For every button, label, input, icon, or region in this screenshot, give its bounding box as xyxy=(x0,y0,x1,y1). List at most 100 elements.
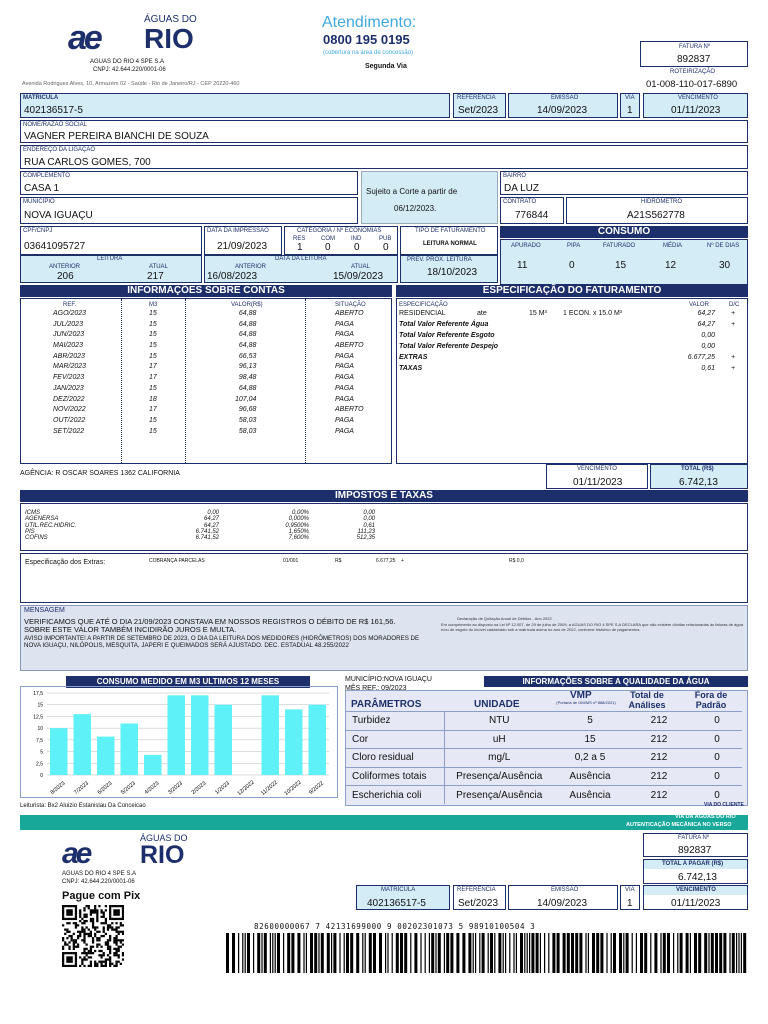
fat-cell xyxy=(731,330,735,341)
total-venc-value: 01/11/2023 xyxy=(573,477,623,488)
faturamento-title: ESPECIFICAÇÃO DO FATURAMENTO xyxy=(396,285,748,297)
chart-x-tick: 6/2023 xyxy=(97,781,114,796)
cell: 6.741,52 xyxy=(195,535,219,542)
impostos-box: ICMS AGENERSA UTIL.REC.HIDRIC. PIS COFINS 0,… xyxy=(20,503,748,551)
contas-cell: 15 xyxy=(149,342,157,350)
corte-notice-line1: Sujeito a Corte a partir de xyxy=(366,187,458,196)
tax-col-name: ICMS AGENERSA UTIL.REC.HIDRIC. PIS COFINS xyxy=(25,510,76,541)
stub-vencimento-box: VENCIMENTO 01/11/2023 xyxy=(643,885,748,910)
contas-col-situacao: ABERTO PAGA PAGA ABERTO PAGA PAGA PAGA PAGA PAGA… xyxy=(335,309,364,437)
quality-cell: Escherichia coli xyxy=(346,785,445,805)
contas-cell: 64,88 xyxy=(238,320,257,328)
fat-valor-label: VALOR xyxy=(689,302,709,308)
endereco-value: RUA CARLOS GOMES, 700 xyxy=(24,157,151,168)
contas-cell: 66,53 xyxy=(238,352,257,360)
stub-emissao-value: 14/09/2023 xyxy=(537,898,588,909)
total-label: TOTAL (R$) xyxy=(681,466,714,472)
quality-row: Escherichia coli Presença/Ausência Ausênci… xyxy=(346,785,742,805)
contas-cell: 107,04 xyxy=(235,395,257,403)
via-value: 1 xyxy=(627,105,633,116)
stub-fatura-value: 892837 xyxy=(678,845,712,856)
fat-ate: ate xyxy=(477,310,487,317)
cell: 111,23 xyxy=(357,528,375,535)
logo-main-text: RIO xyxy=(144,23,194,54)
stub-referencia-box: REFERÊNCIA Set/2023 xyxy=(453,885,506,910)
contas-cell: 15 xyxy=(149,427,157,435)
q-head-fora: Fora de Padrão xyxy=(694,690,728,710)
corte-notice-line2: 06/12/2023. xyxy=(394,204,437,213)
pix-qr-code[interactable] xyxy=(62,905,124,967)
fatura-number: 892837 xyxy=(677,54,711,65)
prev-leitura-label: PREV. PROX. LEITURA xyxy=(407,257,472,263)
quality-cell: 212 xyxy=(626,766,692,786)
agencia: AGÊNCIA: R OSCAR SOARES 1362 CALIFORNIA xyxy=(20,470,180,477)
tax-col-rate: 0,00% 0,000% 0,9500% 1,650% 7,600% xyxy=(271,510,309,541)
quality-cell: 0 xyxy=(692,711,742,731)
mensagem-line1: VERIFICAMOS QUE ATÉ O DIA 21/09/2023 CON… xyxy=(24,617,396,626)
contas-cell: DEZ/2022 xyxy=(53,395,85,403)
quality-cell: 0 xyxy=(692,785,742,805)
contas-cell: PAGA xyxy=(335,384,354,392)
matricula-label: MATRICULA xyxy=(23,95,59,101)
quality-cell: 212 xyxy=(626,711,692,731)
contas-cell: FEV/2023 xyxy=(53,374,85,382)
leitura-atual-label: ATUAL xyxy=(149,264,168,270)
contas-cell: 58,03 xyxy=(238,427,257,435)
leitura-box: LEITURA ANTERIOR ATUAL 206 217 xyxy=(20,255,202,283)
extras-label: Especificação dos Extras: xyxy=(25,559,106,566)
cell: 7,600% xyxy=(288,535,309,542)
chart-x-tick: 12/2022 xyxy=(237,780,256,797)
complemento-value: CASA 1 xyxy=(24,183,60,194)
contas-cell: 17 xyxy=(149,406,157,414)
pix-label: Pague com Pix xyxy=(62,890,141,902)
cell: 512,35 xyxy=(356,535,375,542)
stub-vencimento-label: VENCIMENTO xyxy=(676,887,716,893)
quality-cell: NTU xyxy=(444,711,554,731)
contas-cell: 15 xyxy=(149,416,157,424)
stub-vencimento-value: 01/11/2023 xyxy=(671,898,721,909)
fat-col-valor: 64,27 64,27 0,00 0,00 6.677,25 0,61 xyxy=(647,308,715,374)
chart-y-tick: 12,5 xyxy=(33,714,43,720)
data-anterior-label: ANTERIOR xyxy=(235,264,267,270)
chart-bar xyxy=(144,754,162,775)
chart-bar xyxy=(214,704,232,775)
chart-y-tick: 2,5 xyxy=(36,761,43,767)
quality-cell: uH xyxy=(444,729,554,749)
cpf-box: CPF/CNPJ 03641095727 xyxy=(20,226,202,255)
cell: 6.741,52 xyxy=(195,528,219,535)
cat-val-com: 0 xyxy=(325,242,331,253)
contas-cell: 15 xyxy=(149,320,157,328)
cell: UTIL.REC.HIDRIC. xyxy=(25,522,77,529)
contrato-value: 776844 xyxy=(515,210,549,221)
stub-logo-main: RIO xyxy=(140,841,185,869)
emissao-label: EMISSÃO xyxy=(551,95,579,101)
municipio-label: MUNICÍPIO xyxy=(23,199,55,205)
quality-cell: Presença/Ausência xyxy=(444,785,554,805)
fat-col-dc: + + + + xyxy=(731,308,735,374)
fat-cell: 0,61 xyxy=(701,365,715,372)
cpf-label: CPF/CNPJ xyxy=(23,228,53,234)
stub-total-label: TOTAL A PAGAR (R$) xyxy=(662,861,724,867)
stub-venc-label-bg xyxy=(644,886,747,895)
contas-cell: SET/2022 xyxy=(53,427,85,435)
contas-cell: PAGA xyxy=(335,352,354,360)
cat-val-ind: 0 xyxy=(354,242,360,253)
chart-x-tick: 9/2022 xyxy=(308,781,325,796)
data-leitura-label: DATA DA LEITURA xyxy=(275,256,327,262)
stub-via-value: 1 xyxy=(627,898,633,909)
qualidade-title: INFORMAÇÕES SOBRE A QUALIDADE DA ÁGUA xyxy=(484,676,748,687)
contas-title: INFORMAÇÕES SOBRE CONTAS xyxy=(20,285,392,297)
fat-cell: 0,00 xyxy=(701,343,715,350)
leitura-anterior: 206 xyxy=(57,271,74,282)
mensagem-legal: Em cumprimento ao disposto na Lei Nº 12.… xyxy=(441,622,744,632)
tipo-fat-value: LEITURA NORMAL xyxy=(423,241,477,247)
municipio-value: NOVA IGUAÇU xyxy=(24,210,93,221)
cell: 64,27 xyxy=(203,522,219,529)
via-label: VIA xyxy=(625,95,635,101)
atendimento-note: (cobertura na área de concessão) xyxy=(323,50,414,56)
chart-y-tick: 7,5 xyxy=(36,738,43,744)
contas-cell: PAGA xyxy=(335,395,354,403)
data-impressao-value: 21/09/2023 xyxy=(217,241,268,252)
matricula-value: 402136517-5 xyxy=(24,105,83,116)
tax-col-base: 0,00 64,27 64,27 6.741,52 6.741,52 xyxy=(181,510,219,541)
